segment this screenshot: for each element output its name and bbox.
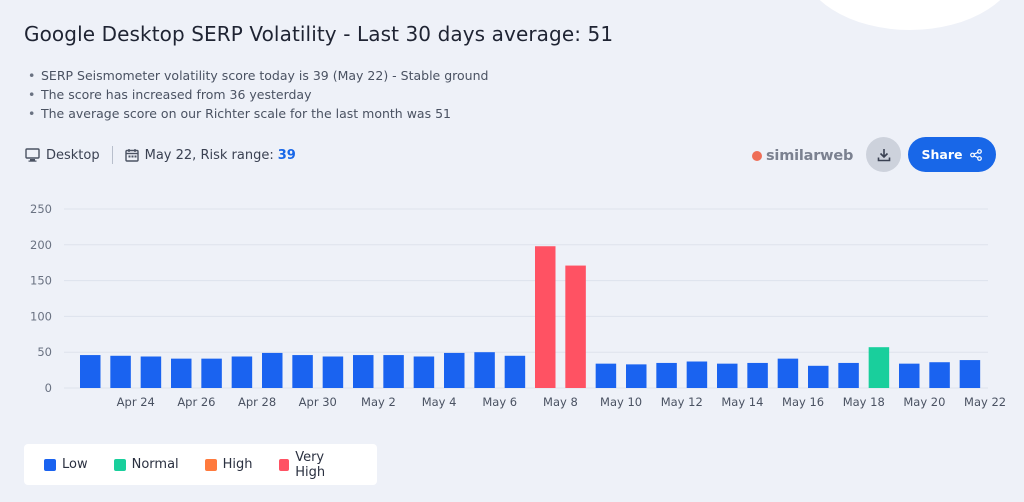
calendar-icon xyxy=(124,148,139,162)
page-title: Google Desktop SERP Volatility - Last 30… xyxy=(24,22,614,46)
bar xyxy=(322,356,344,388)
brand-name: similarweb xyxy=(766,148,854,164)
legend-swatch xyxy=(278,458,290,471)
summary-list: SERP Seismometer volatility score today … xyxy=(28,66,488,123)
bar xyxy=(959,360,981,388)
summary-item: The average score on our Richter scale f… xyxy=(28,104,488,123)
y-tick-label: 150 xyxy=(30,274,52,288)
bar xyxy=(535,246,556,388)
x-tick-label: Apr 30 xyxy=(299,395,337,409)
summary-item: The score has increased from 36 yesterda… xyxy=(28,85,488,104)
legend-swatch xyxy=(113,458,126,471)
volatility-bar-chart: 0 50 100 150 200 250 Apr 24 Apr 26 Apr 28 Apr 30 M… xyxy=(30,202,1006,409)
legend-swatch xyxy=(44,458,56,471)
x-tick-label: May 14 xyxy=(721,395,763,409)
legend-label: High xyxy=(222,457,253,472)
legend-item-very-high: Very High xyxy=(278,449,351,480)
x-tick-label: Apr 28 xyxy=(238,395,276,409)
bar xyxy=(262,352,283,388)
download-button[interactable] xyxy=(866,137,901,172)
x-tick-label: May 6 xyxy=(482,395,517,409)
bar xyxy=(474,352,495,388)
bar xyxy=(110,355,131,388)
share-icon xyxy=(970,148,983,161)
background-blob xyxy=(800,0,1020,30)
bar xyxy=(868,347,890,388)
meta-divider xyxy=(111,146,113,164)
bar xyxy=(383,355,404,388)
legend-label: Very High xyxy=(295,449,326,480)
legend-label: Normal xyxy=(131,457,179,472)
bar xyxy=(353,355,374,388)
bar xyxy=(201,358,222,388)
download-icon xyxy=(877,148,890,161)
similarweb-logo: similarweb xyxy=(752,148,853,164)
bar xyxy=(565,265,586,388)
x-tick-label: May 2 xyxy=(361,395,396,409)
date-label: May 22, Risk range: xyxy=(144,147,274,163)
x-tick-label: May 10 xyxy=(600,395,642,409)
device-label: Desktop xyxy=(46,147,100,163)
x-tick-label: May 20 xyxy=(903,395,945,409)
chart-legend: Low Normal High Very High xyxy=(24,444,377,485)
share-label: Share xyxy=(921,147,963,162)
bar xyxy=(777,358,799,388)
bar xyxy=(656,362,677,388)
bar xyxy=(808,365,829,388)
y-tick-label: 200 xyxy=(30,238,52,252)
bar xyxy=(231,356,253,388)
desktop-icon xyxy=(25,148,40,162)
x-tick-label: May 16 xyxy=(782,395,824,409)
legend-swatch xyxy=(204,458,217,471)
bar xyxy=(899,363,920,388)
bar xyxy=(444,352,465,388)
bar xyxy=(747,362,768,388)
bar xyxy=(838,362,859,388)
x-tick-label: Apr 24 xyxy=(117,395,155,409)
y-tick-label: 0 xyxy=(45,381,52,395)
x-tick-label: May 22 xyxy=(964,395,1006,409)
legend-item-high: High xyxy=(204,457,253,472)
meta-bar: Desktop May 22, Risk range: 39 xyxy=(25,146,296,164)
x-tick-label: May 18 xyxy=(843,395,885,409)
bar xyxy=(929,362,950,388)
share-button[interactable]: Share xyxy=(908,137,996,172)
bar xyxy=(626,364,647,388)
legend-item-normal: Normal xyxy=(113,457,179,472)
legend-label: Low xyxy=(62,457,88,472)
bar xyxy=(717,363,738,388)
bar xyxy=(140,356,162,388)
risk-value: 39 xyxy=(277,147,296,163)
x-tick-label: May 4 xyxy=(422,395,457,409)
y-tick-label: 250 xyxy=(30,202,52,216)
x-tick-label: Apr 26 xyxy=(177,395,215,409)
y-tick-label: 50 xyxy=(37,345,52,359)
bar xyxy=(292,355,313,388)
bar xyxy=(686,361,708,388)
brand-dot-icon xyxy=(752,151,762,161)
x-tick-label: May 12 xyxy=(661,395,703,409)
x-tick-label: May 8 xyxy=(543,395,578,409)
y-tick-label: 100 xyxy=(30,309,52,323)
bar xyxy=(595,363,617,388)
bar xyxy=(80,355,101,388)
legend-item-low: Low xyxy=(44,457,88,472)
bar xyxy=(413,356,435,388)
bar xyxy=(171,358,192,388)
summary-item: SERP Seismometer volatility score today … xyxy=(28,66,488,85)
bar xyxy=(504,355,526,388)
